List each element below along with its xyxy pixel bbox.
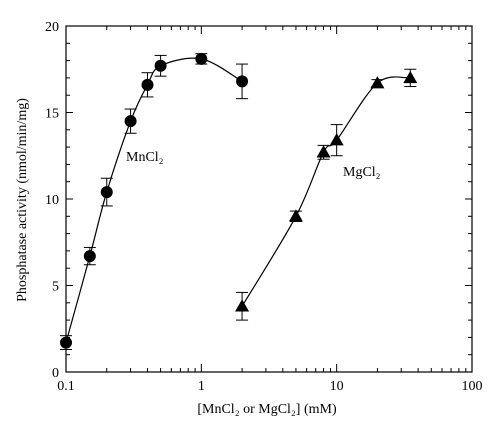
y-tick-label: 15 <box>45 107 59 122</box>
axes: 0 5 10 15 20 0.1 1 10 100 <box>45 20 483 394</box>
data-marks <box>60 52 418 351</box>
x-tick-label: 10 <box>330 379 344 394</box>
y-tick-label: 10 <box>45 193 59 208</box>
data-point-circle <box>100 186 113 199</box>
data-point-circle <box>83 250 96 263</box>
data-point-triangle <box>235 299 250 312</box>
data-point-circle <box>60 336 72 349</box>
x-axis-label: [MnCl₂ or MgCl₂] (mM) <box>197 402 337 417</box>
fit-curve-series-1 <box>241 76 411 307</box>
data-point-circle <box>236 75 249 88</box>
data-point-triangle <box>329 133 344 146</box>
data-point-triangle <box>316 145 331 158</box>
y-tick-label: 20 <box>45 20 59 35</box>
x-tick-label: 1 <box>198 379 205 394</box>
x-tick-label: 0.1 <box>57 379 75 394</box>
data-point-triangle <box>403 70 418 84</box>
data-point-circle <box>124 115 137 128</box>
fit-curve-series-0 <box>65 57 243 343</box>
x-tick-label: 100 <box>462 379 483 394</box>
y-tick-label: 0 <box>52 366 59 381</box>
y-axis-label: Phosphatase activity (nmol/min/mg) <box>15 98 30 302</box>
data-point-triangle <box>370 76 385 89</box>
data-point-circle <box>195 52 208 65</box>
data-point-circle <box>141 78 154 91</box>
data-point-circle <box>154 59 167 72</box>
series-label-mncl2: MnCl₂ <box>126 150 164 165</box>
series-label-mgcl2: MgCl₂ <box>343 165 381 180</box>
data-point-triangle <box>288 209 303 222</box>
y-tick-label: 5 <box>52 280 59 295</box>
fit-curves <box>65 57 411 343</box>
